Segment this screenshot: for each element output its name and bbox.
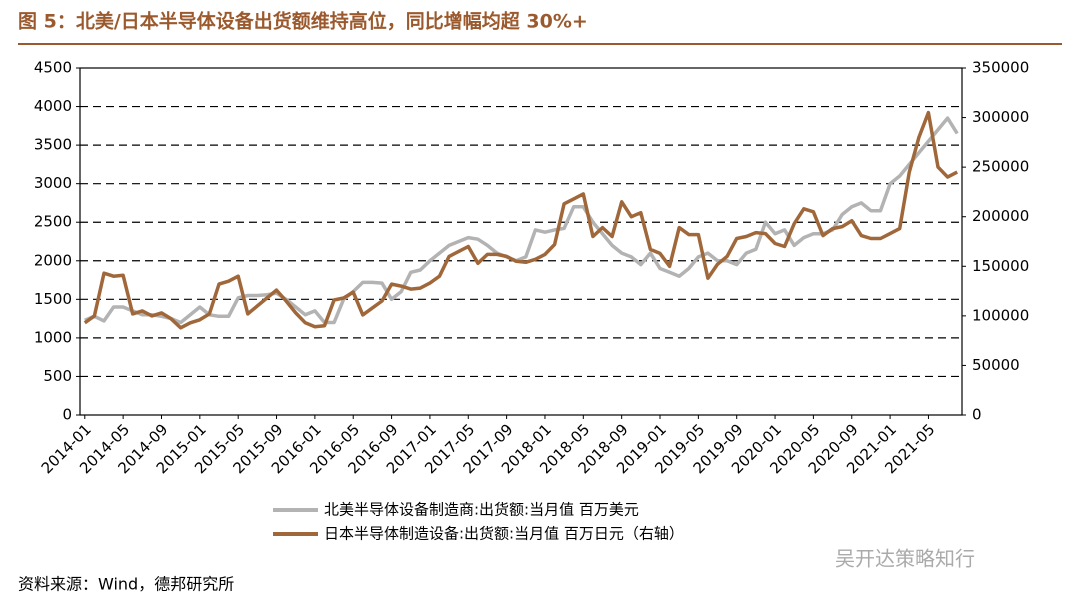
chart-title: 图 5：北美/日本半导体设备出货额维持高位，同比增幅均超 30%+: [18, 10, 588, 33]
y2-tick-label: 150000: [972, 257, 1029, 275]
y-tick-label: 4000: [34, 97, 72, 115]
watermark: 吴开达策略知行: [835, 547, 975, 571]
series-line: [84, 116, 959, 325]
y2-tick-label: 350000: [972, 59, 1029, 77]
legend-label: 日本半导体制造设备:出货额:当月值 百万日元（右轴）: [324, 525, 684, 543]
y-tick-label: 3000: [34, 174, 72, 192]
y2-tick-label: 0: [972, 406, 982, 424]
y2-tick-label: 250000: [972, 158, 1029, 176]
y2-tick-label: 50000: [972, 356, 1020, 374]
plot-frame: [79, 67, 963, 416]
legend-label: 北美半导体设备制造商:出货额:当月值 百万美元: [324, 501, 639, 519]
y2-tick-label: 100000: [972, 306, 1029, 324]
y-tick-label: 3500: [34, 136, 72, 154]
series-line: [83, 110, 959, 330]
y-tick-label: 2000: [34, 251, 72, 269]
source: 资料来源：Wind，德邦研究所: [18, 575, 234, 594]
y-tick-label: 0: [62, 406, 72, 424]
y-tick-label: 2500: [34, 213, 72, 231]
y-tick-label: 1000: [34, 328, 72, 346]
y2-tick-label: 300000: [972, 108, 1029, 126]
y2-tick-label: 200000: [972, 207, 1029, 225]
y-tick-label: 4500: [34, 59, 72, 77]
y-tick-label: 500: [43, 367, 72, 385]
y-tick-label: 1500: [34, 290, 72, 308]
